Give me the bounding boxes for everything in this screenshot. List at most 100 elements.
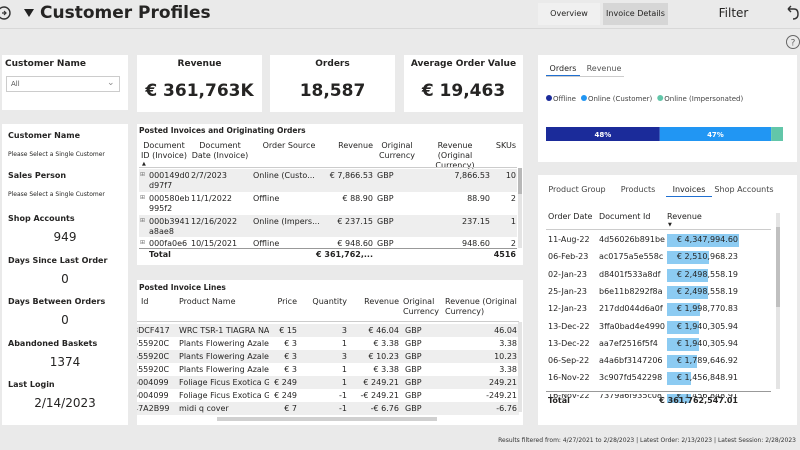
column-header: Revenue — [667, 212, 702, 221]
table-row — [137, 389, 519, 402]
table-cell: € 237.15 — [337, 217, 373, 226]
table-cell: € 1,940,305.94 — [676, 338, 738, 348]
total-skus: 4516 — [493, 250, 516, 259]
filter-button[interactable]: Filter — [718, 6, 749, 20]
table-tab[interactable]: Products — [620, 185, 656, 194]
metric-label: Abandoned Baskets — [8, 338, 98, 348]
metric-label: Days Since Last Order — [8, 255, 108, 265]
table-cell: Plants Flowering Azale... — [179, 365, 269, 374]
help-icon[interactable]: ? — [785, 34, 800, 50]
table-title: Posted Invoice Lines — [139, 283, 226, 292]
kpi-value: € 361,763K — [145, 81, 254, 101]
table-cell: 10.23 — [494, 352, 517, 361]
page-title: Customer Profiles — [40, 3, 211, 23]
table-cell: ac0175a5e558c — [599, 252, 664, 262]
page-tab[interactable]: Invoice Details — [603, 3, 668, 25]
table-cell: 10/15/2021 — [191, 239, 238, 248]
field-value: Please Select a Single Customer — [8, 191, 105, 198]
table-cell: -€ 6.76 — [370, 404, 399, 413]
table-row — [137, 324, 519, 337]
table-cell: Plants Flowering Azale... — [179, 339, 269, 348]
column-header: Original Currency — [403, 297, 440, 316]
table-cell: GBP — [405, 352, 422, 361]
slicer-dropdown[interactable]: All ⌄ — [6, 76, 120, 92]
expand-icon: ⊞ — [140, 171, 146, 178]
table-tab[interactable]: Product Group — [548, 185, 606, 194]
table-cell: € 7,866.53 — [329, 171, 373, 180]
page-tab[interactable]: Overview — [538, 3, 600, 25]
table-cell: a4a6bf3147206 — [599, 356, 663, 366]
table-row — [139, 237, 517, 248]
table-cell: € 2,498,558.19 — [676, 286, 738, 296]
collapse-arrow[interactable] — [23, 7, 35, 19]
table-row — [137, 376, 519, 389]
table-cell: 000149d0 d97f7 — [149, 171, 189, 190]
total-label: Total — [548, 396, 570, 405]
detail-clip — [538, 390, 797, 394]
table-cell: € 3.38 — [373, 365, 399, 374]
table-row — [137, 363, 519, 376]
table-tab[interactable]: Shop Accounts — [714, 185, 774, 194]
invoices-table-panel: Posted Invoices and Originating Orders Do… — [137, 124, 523, 265]
field-value: Please Select a Single Customer — [8, 151, 105, 158]
slicer-value: All — [11, 80, 20, 88]
dropdown-chevron: ⌄ — [107, 78, 115, 88]
table-row — [139, 192, 517, 215]
table-cell: 948.60 — [462, 239, 490, 248]
table-cell: 10 — [505, 171, 516, 180]
table-cell: -€ 249.21 — [360, 391, 399, 400]
scrollbar — [518, 168, 522, 248]
h-scrollbar — [217, 417, 437, 421]
total-rule — [546, 391, 771, 392]
menu-icon[interactable] — [0, 4, 16, 22]
table-row — [137, 337, 519, 350]
table-title: Posted Invoices and Originating Orders — [139, 126, 306, 135]
data-bar — [667, 251, 709, 265]
kpi-label: Revenue — [177, 59, 222, 69]
scroll-thumb — [776, 227, 780, 307]
table-cell: GBP — [377, 171, 394, 180]
table-cell: 12/16/2022 — [191, 217, 238, 226]
table-cell: € 1,789,646.92 — [676, 356, 738, 366]
table-cell: 555920C — [137, 352, 170, 361]
table-cell: € 46.04 — [368, 326, 399, 335]
table-cell: 12-Jan-23 — [548, 304, 587, 314]
table-cell: 3c907fd542298 — [599, 373, 663, 383]
table-cell: 5004099 — [137, 378, 169, 387]
expand-icon: ⊞ — [140, 217, 146, 224]
segment-label: 48% — [594, 131, 611, 139]
table-cell: 1 — [341, 378, 347, 387]
table-cell: 555920C — [137, 365, 170, 374]
field-label: Customer Name — [8, 131, 80, 140]
table-tab[interactable]: Invoices — [672, 185, 706, 194]
column-header: Revenue (Original Currency) — [435, 141, 475, 170]
bar-segment — [546, 127, 660, 141]
column-header: Document ID (Invoice) — [141, 141, 187, 160]
table-row — [137, 402, 519, 415]
kpi-card: Revenue € 361,763K — [137, 55, 262, 112]
table-cell: 3.38 — [499, 365, 517, 374]
table-cell: 46.04 — [494, 326, 517, 335]
table-cell: 1 — [341, 339, 347, 348]
table-cell: 3 — [341, 326, 347, 335]
table-cell: 16-Nov-22 — [548, 373, 590, 383]
chart-tab[interactable]: Orders — [549, 64, 577, 73]
column-header: Order Source — [262, 141, 316, 150]
table-cell: € 15 — [279, 326, 297, 335]
back-icon[interactable] — [784, 4, 800, 22]
kpi-value: € 19,463 — [421, 81, 506, 101]
kpi-card: Orders 18,587 — [270, 55, 395, 112]
table-cell: 3 — [341, 352, 347, 361]
table-cell: 3.38 — [499, 339, 517, 348]
bar-segment — [659, 127, 772, 141]
table-cell: -249.21 — [486, 391, 517, 400]
column-header: Id — [141, 297, 149, 306]
data-bar — [667, 303, 701, 317]
chart-tab[interactable]: Revenue — [586, 64, 622, 73]
table-cell: Foliage Ficus Exotica Gr... — [179, 378, 269, 387]
header-rule — [139, 167, 517, 168]
kpi-label: Orders — [315, 59, 350, 69]
table-cell: GBP — [405, 365, 422, 374]
slicer-label: Customer Name — [5, 59, 86, 69]
column-header: Original Currency — [378, 141, 416, 160]
